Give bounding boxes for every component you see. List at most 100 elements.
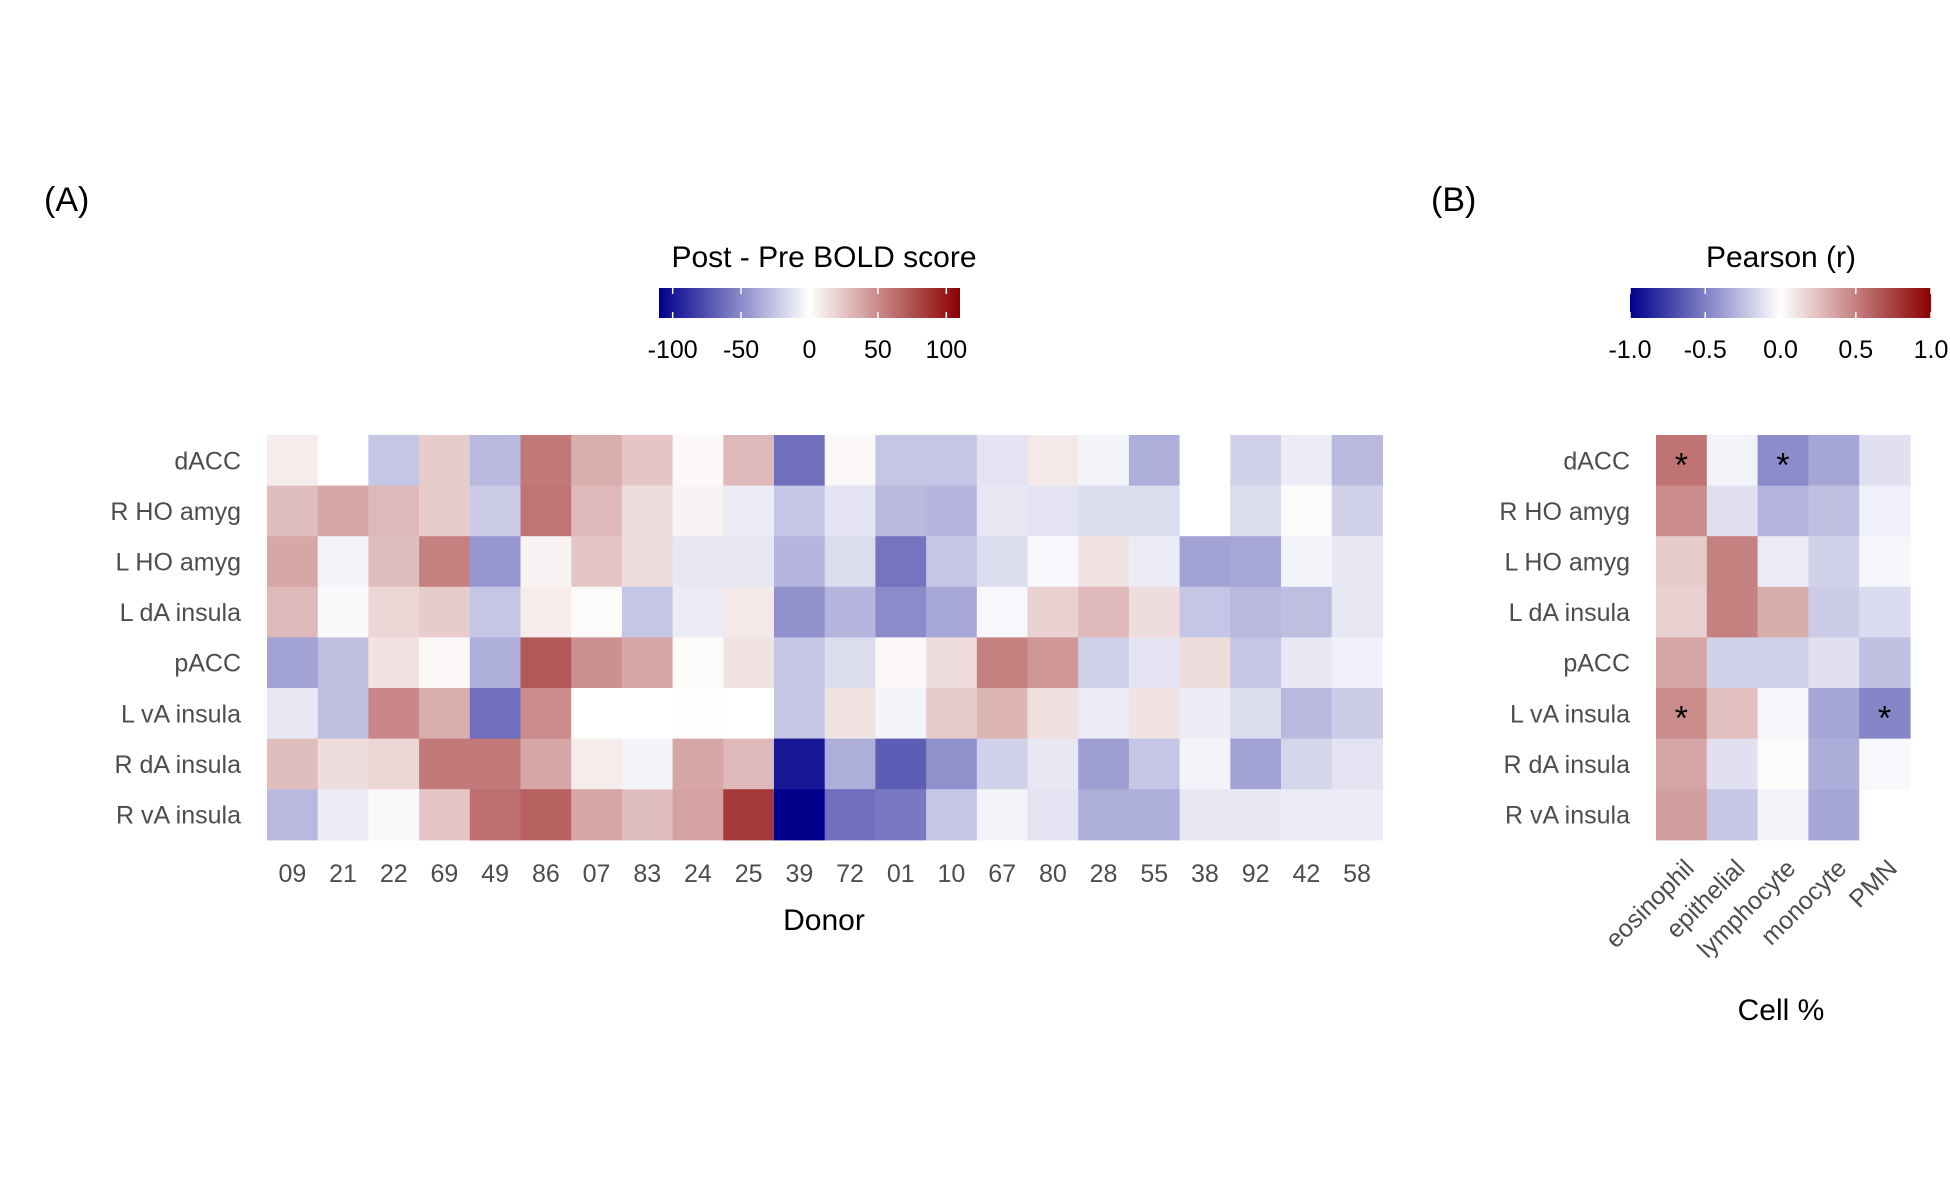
heatmap-a-cell-dacc-09 [267,435,319,487]
heatmap-a-cell-l-da-insula-10 [926,586,978,638]
heatmap-b-cell-r-va-insula-pmn [1859,789,1911,841]
heatmap-a-cell-r-da-insula-86 [520,738,572,790]
heatmap-a-cell-r-ho-amyg-69 [419,485,471,537]
heatmap-a-cell-r-va-insula-28 [1078,789,1130,841]
heatmap-b-cell-r-da-insula-eosinophil [1656,738,1708,790]
heatmap-a-col-label: 01 [887,860,915,888]
heatmap-a-cell-r-da-insula-72 [824,738,876,790]
heatmap-a-cell-r-da-insula-83 [621,738,674,790]
heatmap-a-col-label: 22 [380,860,408,888]
heatmap-b-cell-r-va-insula-monocyte [1808,789,1860,841]
heatmap-a-cell-pacc-83 [621,637,674,689]
heatmap-a-cell-pacc-28 [1078,637,1130,689]
heatmap-a-cell-l-va-insula-21 [317,688,369,740]
x-axis-title-b: Cell % [1738,994,1825,1027]
heatmap-a-cell-r-ho-amyg-10 [926,485,978,537]
legend-b-tick-label: 1.0 [1914,336,1949,364]
heatmap-a-cell-r-da-insula-10 [926,738,978,790]
heatmap-a-cell-r-ho-amyg-21 [317,485,369,537]
heatmap-a-col-labels: 09 21 22 69 49 86 07 83 24 25 39 72 01 10 67 80 28 55 38 92… [278,860,1371,888]
heatmap-a-cell-l-ho-amyg-69 [419,536,471,588]
heatmap-a-cell-l-ho-amyg-22 [368,536,420,588]
heatmap-b-cell-dacc-pmn [1859,435,1911,487]
heatmap-a-cell-r-ho-amyg-01 [875,485,927,537]
legend-a-ticks: -100 -50 0 50 100 [648,288,967,364]
heatmap-a-cell-r-ho-amyg-39 [774,485,826,537]
heatmap-a-cell-l-va-insula-67 [976,688,1029,740]
heatmap-a-row-label: R vA insula [116,802,241,830]
heatmap-b-cell-r-da-insula-epithelial [1706,738,1759,790]
heatmap-a-cell-l-va-insula-92 [1230,688,1282,740]
heatmap-a-cell-l-ho-amyg-49 [469,536,522,588]
heatmap-a-cell-pacc-58 [1331,637,1383,689]
heatmap-b-cell-l-ho-amyg-pmn [1859,536,1911,588]
heatmap-a-col-label: 86 [532,860,560,888]
heatmap-a-cell-l-va-insula-28 [1078,688,1130,740]
heatmap-a-cell-l-ho-amyg-86 [520,536,572,588]
heatmap-a-cell-dacc-49 [469,435,522,487]
heatmap-a-cell-r-da-insula-21 [317,738,369,790]
legend-a-tick-label: 100 [925,336,967,364]
heatmap-b-cell-pacc-eosinophil [1656,637,1708,689]
legend-a-tick-label: -100 [648,336,698,364]
heatmap-a-col-label: 09 [278,860,306,888]
heatmap-b-cell-l-va-insula-eosinophil [1656,688,1708,740]
heatmap-a-cell-l-va-insula-07 [571,688,623,740]
heatmap-a-cell-l-da-insula-21 [317,586,369,638]
heatmap-a-cell-r-ho-amyg-22 [368,485,420,537]
heatmap-a-cell-l-va-insula-42 [1281,688,1333,740]
heatmap-a-cell-dacc-80 [1027,435,1079,487]
heatmap-a-cell-l-va-insula-01 [875,688,927,740]
heatmap-a-cell-r-va-insula-10 [926,789,978,841]
heatmap-a-cell-r-ho-amyg-24 [672,485,724,537]
significance-marker: * [1776,446,1789,484]
heatmap-a-cell-l-ho-amyg-80 [1027,536,1079,588]
heatmap-a-cell-r-da-insula-01 [875,738,927,790]
legend-a-tick-label: 50 [864,336,892,364]
heatmap-a-cell-l-ho-amyg-25 [723,536,775,588]
heatmap-a-cell-l-da-insula-01 [875,586,927,638]
heatmap-a-cell-l-va-insula-83 [621,688,674,740]
heatmap-a-cell-r-va-insula-55 [1128,789,1181,841]
heatmap-a-cell-r-ho-amyg-09 [267,485,319,537]
heatmap-a-cell-dacc-86 [520,435,572,487]
heatmap-a-col-label: 07 [583,860,611,888]
significance-marker: * [1675,699,1688,737]
heatmap-b-row-labels: dACC R HO amyg L HO amyg L dA insula pACC L v… [1499,447,1630,829]
heatmap-a-cell-l-da-insula-42 [1281,586,1333,638]
heatmap-b-cell-l-va-insula-pmn [1859,688,1911,740]
heatmap-a-col-label: 80 [1039,860,1067,888]
heatmap-a-cell-r-da-insula-09 [267,738,319,790]
heatmap-b-row-label: R HO amyg [1499,498,1630,526]
x-axis-title-a: Donor [783,904,865,937]
heatmap-a-cell-dacc-55 [1128,435,1181,487]
heatmap-a-cell-pacc-92 [1230,637,1282,689]
heatmap-a-cell-r-da-insula-24 [672,738,724,790]
heatmap-a-cell-l-va-insula-72 [824,688,876,740]
heatmap-a-cell-r-ho-amyg-92 [1230,485,1282,537]
heatmap-b-cell-dacc-eosinophil [1656,435,1708,487]
heatmap-b-cell-l-ho-amyg-eosinophil [1656,536,1708,588]
heatmap-b-cell-l-va-insula-epithelial [1706,688,1759,740]
heatmap-b-cell-l-da-insula-monocyte [1808,586,1860,638]
heatmap-a-cell-pacc-49 [469,637,522,689]
panel-a: Post - Pre BOLD score -100 -50 0 50 100 dACC… [110,241,1383,937]
heatmap-a-cell-l-va-insula-24 [672,688,724,740]
heatmap-a-row-label: pACC [174,650,241,678]
heatmap-a-cell-pacc-67 [976,637,1029,689]
panel-a-label: (A) [44,181,89,219]
heatmap-a-col-label: 72 [836,860,864,888]
significance-marker: * [1675,446,1688,484]
heatmap-a-cell-l-da-insula-38 [1179,586,1231,638]
heatmap-a-cell-r-da-insula-80 [1027,738,1079,790]
heatmap-a-cell-r-da-insula-58 [1331,738,1383,790]
heatmap-a-cell-r-ho-amyg-67 [976,485,1029,537]
heatmap-a-cell-l-da-insula-39 [774,586,826,638]
heatmap-b-cell-dacc-epithelial [1706,435,1759,487]
heatmap-a-col-label: 42 [1292,860,1320,888]
heatmap-a-cell-dacc-10 [926,435,978,487]
heatmap-a-cell-l-ho-amyg-07 [571,536,623,588]
heatmap-a-cell-pacc-80 [1027,637,1079,689]
heatmap-a-cell-r-va-insula-25 [723,789,775,841]
heatmap-a-cell-l-ho-amyg-21 [317,536,369,588]
